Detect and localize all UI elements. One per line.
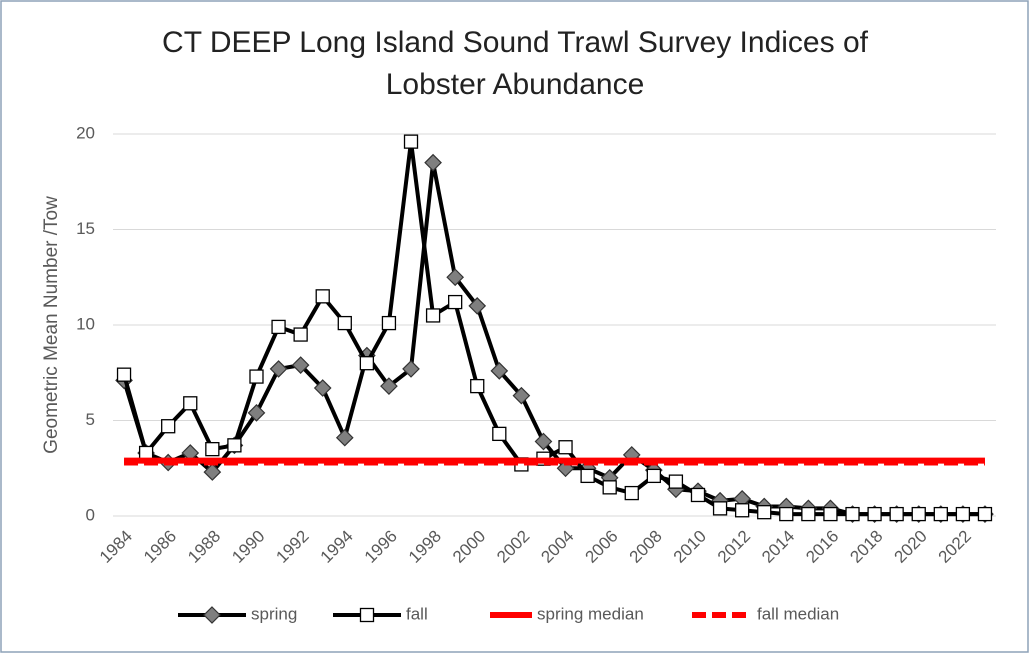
data-point [712, 501, 728, 516]
legend-item: spring [178, 604, 297, 624]
data-point [313, 379, 332, 397]
data-point [801, 506, 816, 522]
chart-title: CT DEEP Long Island Sound Trawl Survey I… [162, 26, 868, 101]
data-point [624, 485, 639, 501]
x-tick-label: 2008 [626, 527, 666, 567]
x-tick-label: 1984 [96, 527, 136, 567]
legend-item: fall [333, 604, 428, 623]
x-tick-label: 1994 [317, 527, 357, 567]
data-point [249, 369, 264, 384]
x-tick-label: 2012 [714, 527, 754, 567]
data-point [867, 506, 882, 522]
x-tick-label: 2004 [537, 527, 577, 567]
legend-marker [203, 606, 221, 624]
data-point [227, 438, 242, 453]
data-point [580, 468, 595, 484]
data-point [823, 506, 838, 522]
data-point [448, 294, 463, 310]
data-point [558, 440, 573, 455]
data-point [534, 432, 553, 451]
data-point [403, 134, 419, 149]
data-point [337, 315, 352, 331]
data-point [381, 315, 397, 331]
x-tick-label: 1992 [272, 527, 312, 567]
y-axis-label: Geometric Mean Number /Tow [41, 196, 62, 454]
x-tick-label: 2000 [449, 527, 489, 567]
x-tick-label: 2022 [935, 527, 975, 567]
legend-item: fall median [692, 604, 839, 623]
data-point [911, 506, 926, 522]
x-tick-label: 1986 [140, 527, 180, 567]
data-point [116, 367, 132, 382]
data-point [955, 506, 971, 522]
data-point [646, 468, 661, 484]
data-point [380, 377, 398, 395]
x-tick-label: 2002 [493, 527, 533, 567]
data-point [424, 153, 442, 172]
x-tick-label: 2014 [758, 527, 798, 567]
data-point [205, 441, 220, 457]
x-tick-label: 2018 [846, 527, 886, 567]
data-point [247, 404, 266, 422]
data-point [269, 360, 288, 378]
data-point [690, 487, 706, 503]
x-tick-label: 2006 [582, 527, 622, 567]
legend-label: fall [406, 604, 428, 623]
x-tick-label: 1988 [184, 527, 224, 567]
x-tick-label: 2010 [670, 527, 710, 567]
y-tick-label: 5 [86, 410, 95, 429]
y-tick-label: 10 [76, 314, 95, 333]
x-tick-label: 1990 [228, 527, 268, 567]
data-point [203, 463, 222, 481]
data-point [734, 503, 750, 518]
data-point [138, 445, 154, 461]
x-tick-label: 1996 [361, 527, 401, 567]
data-point [977, 506, 993, 522]
data-point [183, 396, 198, 411]
data-point [845, 506, 860, 522]
data-point [446, 268, 465, 287]
legend-label: spring median [537, 604, 644, 623]
legend-marker [359, 607, 375, 623]
data-point [468, 297, 487, 315]
data-point [335, 428, 354, 447]
y-tick-label: 15 [76, 219, 95, 238]
data-point [889, 506, 904, 522]
data-point [402, 360, 420, 378]
legend-label: fall median [757, 604, 839, 623]
x-tick-label: 1998 [405, 527, 445, 567]
data-point [757, 505, 772, 520]
data-point [293, 327, 308, 342]
data-point [315, 289, 330, 304]
data-point [359, 356, 375, 371]
x-tick-label: 2020 [891, 527, 931, 567]
data-point [271, 319, 286, 335]
series-line [122, 139, 985, 517]
data-point [512, 386, 531, 405]
y-tick-label: 0 [86, 505, 95, 524]
data-point [490, 361, 509, 380]
data-point [779, 506, 794, 522]
x-tick-label: 2016 [802, 527, 842, 567]
legend-item: spring median [490, 604, 644, 623]
data-point [602, 480, 617, 495]
data-point [425, 308, 441, 323]
data-point [933, 506, 948, 522]
data-point [291, 356, 310, 374]
y-tick-label: 20 [76, 123, 95, 142]
data-point [470, 378, 485, 394]
data-point [492, 426, 507, 442]
legend-label: spring [251, 604, 297, 623]
data-point [668, 474, 684, 489]
data-point [161, 419, 176, 434]
